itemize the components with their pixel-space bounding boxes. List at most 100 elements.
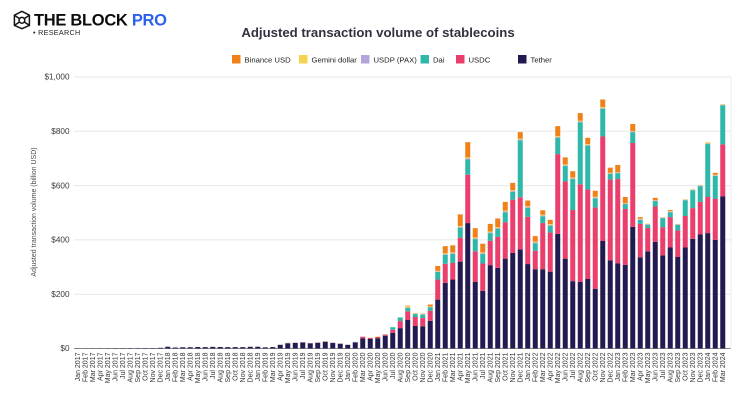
svg-text:May 2019: May 2019 bbox=[285, 352, 292, 383]
svg-text:Apr 2019: Apr 2019 bbox=[277, 352, 284, 381]
svg-text:Aug 2020: Aug 2020 bbox=[397, 352, 404, 382]
svg-text:THE BLOCK PRO: THE BLOCK PRO bbox=[34, 12, 167, 30]
svg-text:Dec 2022: Dec 2022 bbox=[607, 352, 614, 382]
svg-text:Apr 2017: Apr 2017 bbox=[97, 352, 104, 381]
svg-text:Jun 2023: Jun 2023 bbox=[652, 352, 659, 381]
svg-text:Feb 2021: Feb 2021 bbox=[442, 352, 449, 382]
svg-text:Apr 2020: Apr 2020 bbox=[367, 352, 374, 381]
svg-text:Jul 2018: Jul 2018 bbox=[210, 352, 217, 379]
svg-text:Jun 2020: Jun 2020 bbox=[382, 352, 389, 381]
svg-text:Jan 2023: Jan 2023 bbox=[615, 352, 622, 381]
svg-text:Dec 2020: Dec 2020 bbox=[427, 352, 434, 382]
svg-text:Nov 2019: Nov 2019 bbox=[330, 352, 337, 382]
svg-text:Jan 2020: Jan 2020 bbox=[345, 352, 352, 381]
svg-text:Nov 2022: Nov 2022 bbox=[600, 352, 607, 382]
svg-text:Aug 2021: Aug 2021 bbox=[487, 352, 494, 382]
svg-text:Mar 2023: Mar 2023 bbox=[630, 352, 637, 382]
svg-text:Apr 2021: Apr 2021 bbox=[457, 352, 464, 381]
svg-text:Jan 2019: Jan 2019 bbox=[255, 352, 262, 381]
svg-text:Jun 2017: Jun 2017 bbox=[112, 352, 119, 381]
svg-text:Oct 2023: Oct 2023 bbox=[682, 352, 689, 381]
svg-text:Nov 2023: Nov 2023 bbox=[690, 352, 697, 382]
svg-text:Jul 2020: Jul 2020 bbox=[390, 352, 397, 379]
svg-text:Dec 2017: Dec 2017 bbox=[157, 352, 164, 382]
svg-text:Feb 2024: Feb 2024 bbox=[712, 352, 719, 382]
svg-text:Apr 2018: Apr 2018 bbox=[187, 352, 194, 381]
svg-text:$0: $0 bbox=[60, 344, 70, 353]
svg-text:Feb 2022: Feb 2022 bbox=[532, 352, 539, 382]
svg-text:Mar 2020: Mar 2020 bbox=[360, 352, 367, 382]
svg-text:Adjusted transaction volume (b: Adjusted transaction volume (billion USD… bbox=[31, 147, 38, 276]
svg-text:Gemini dollar: Gemini dollar bbox=[312, 55, 358, 64]
svg-text:$800: $800 bbox=[51, 127, 70, 136]
svg-text:Sep 2018: Sep 2018 bbox=[225, 352, 232, 382]
svg-text:Mar 2021: Mar 2021 bbox=[450, 352, 457, 382]
svg-text:Sep 2019: Sep 2019 bbox=[315, 352, 322, 382]
svg-text:Oct 2021: Oct 2021 bbox=[502, 352, 509, 381]
svg-text:Sep 2021: Sep 2021 bbox=[495, 352, 502, 382]
svg-text:Feb 2018: Feb 2018 bbox=[172, 352, 179, 382]
svg-text:Oct 2017: Oct 2017 bbox=[142, 352, 149, 381]
svg-text:May 2020: May 2020 bbox=[375, 352, 382, 383]
svg-text:Dec 2021: Dec 2021 bbox=[517, 352, 524, 382]
svg-text:Feb 2017: Feb 2017 bbox=[82, 352, 89, 382]
svg-text:Mar 2018: Mar 2018 bbox=[180, 352, 187, 382]
svg-text:Aug 2022: Aug 2022 bbox=[577, 352, 584, 382]
svg-text:Aug 2019: Aug 2019 bbox=[307, 352, 314, 382]
svg-text:May 2018: May 2018 bbox=[195, 352, 202, 383]
svg-text:Jun 2021: Jun 2021 bbox=[472, 352, 479, 381]
svg-text:Oct 2018: Oct 2018 bbox=[232, 352, 239, 381]
svg-text:Dec 2023: Dec 2023 bbox=[697, 352, 704, 382]
svg-text:Oct 2022: Oct 2022 bbox=[592, 352, 599, 381]
svg-text:Sep 2017: Sep 2017 bbox=[135, 352, 142, 382]
svg-text:Jan 2018: Jan 2018 bbox=[165, 352, 172, 381]
svg-text:Jan 2017: Jan 2017 bbox=[75, 352, 82, 381]
svg-text:Nov 2018: Nov 2018 bbox=[240, 352, 247, 382]
svg-text:May 2021: May 2021 bbox=[465, 352, 472, 383]
svg-text:Sep 2022: Sep 2022 bbox=[585, 352, 592, 382]
svg-text:Nov 2021: Nov 2021 bbox=[510, 352, 517, 382]
svg-text:Adjusted transaction volume of: Adjusted transaction volume of stablecoi… bbox=[241, 25, 514, 40]
svg-text:$1,000: $1,000 bbox=[44, 73, 69, 82]
svg-text:May 2017: May 2017 bbox=[105, 352, 112, 383]
svg-text:• RESEARCH: • RESEARCH bbox=[33, 28, 80, 37]
svg-text:$600: $600 bbox=[51, 181, 70, 190]
svg-text:Jun 2019: Jun 2019 bbox=[292, 352, 299, 381]
svg-text:Sep 2023: Sep 2023 bbox=[675, 352, 682, 382]
svg-text:Aug 2017: Aug 2017 bbox=[127, 352, 134, 382]
svg-text:$200: $200 bbox=[51, 290, 70, 299]
svg-text:Nov 2020: Nov 2020 bbox=[420, 352, 427, 382]
svg-text:Oct 2019: Oct 2019 bbox=[322, 352, 329, 381]
svg-text:Binance USD: Binance USD bbox=[245, 55, 292, 64]
svg-text:Dec 2019: Dec 2019 bbox=[337, 352, 344, 382]
svg-text:Jun 2018: Jun 2018 bbox=[202, 352, 209, 381]
svg-text:Apr 2023: Apr 2023 bbox=[637, 352, 644, 381]
svg-text:Tether: Tether bbox=[531, 55, 553, 64]
svg-text:Jul 2023: Jul 2023 bbox=[660, 352, 667, 379]
svg-text:Mar 2019: Mar 2019 bbox=[270, 352, 277, 382]
svg-text:Jan 2024: Jan 2024 bbox=[705, 352, 712, 381]
svg-text:Feb 2023: Feb 2023 bbox=[622, 352, 629, 382]
svg-text:Feb 2019: Feb 2019 bbox=[262, 352, 269, 382]
svg-text:USDC: USDC bbox=[469, 55, 491, 64]
svg-text:Aug 2023: Aug 2023 bbox=[667, 352, 674, 382]
svg-text:Nov 2017: Nov 2017 bbox=[150, 352, 157, 382]
svg-text:USDP (PAX): USDP (PAX) bbox=[374, 55, 418, 64]
svg-text:Oct 2020: Oct 2020 bbox=[412, 352, 419, 381]
svg-text:May 2022: May 2022 bbox=[555, 352, 562, 383]
svg-text:Sep 2020: Sep 2020 bbox=[405, 352, 412, 382]
svg-text:$400: $400 bbox=[51, 236, 70, 245]
svg-text:Apr 2022: Apr 2022 bbox=[547, 352, 554, 381]
svg-text:Jan 2021: Jan 2021 bbox=[435, 352, 442, 381]
svg-text:Mar 2024: Mar 2024 bbox=[720, 352, 727, 382]
svg-text:Dec 2018: Dec 2018 bbox=[247, 352, 254, 382]
svg-text:Mar 2022: Mar 2022 bbox=[540, 352, 547, 382]
svg-text:Jul 2017: Jul 2017 bbox=[120, 352, 127, 379]
svg-text:Jan 2022: Jan 2022 bbox=[525, 352, 532, 381]
svg-text:Jul 2021: Jul 2021 bbox=[480, 352, 487, 379]
svg-text:Jul 2019: Jul 2019 bbox=[300, 352, 307, 379]
svg-text:Dai: Dai bbox=[433, 55, 445, 64]
svg-text:Aug 2018: Aug 2018 bbox=[217, 352, 224, 382]
svg-text:Feb 2020: Feb 2020 bbox=[352, 352, 359, 382]
svg-text:Jul 2022: Jul 2022 bbox=[570, 352, 577, 379]
